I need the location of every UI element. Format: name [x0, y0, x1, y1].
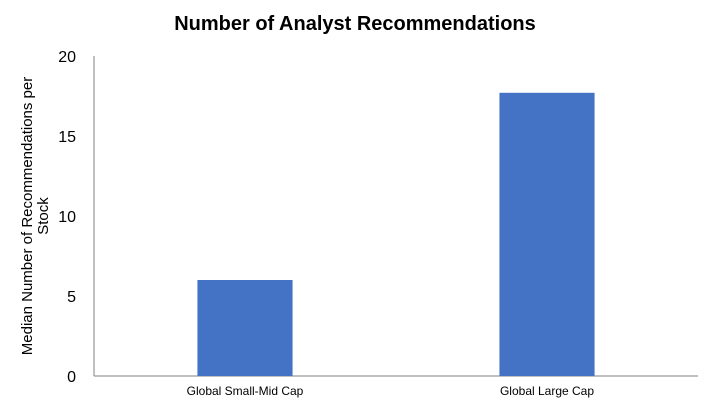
- y-axis-title: Median Number of Recommendations per Sto…: [19, 77, 52, 355]
- y-tick-labels: 0 5 10 15 20: [58, 49, 76, 386]
- y-tick-label: 10: [58, 209, 76, 226]
- y-tick-label: 0: [67, 369, 76, 386]
- y-axis-title-line-2: Stock: [35, 197, 52, 235]
- y-tick-label: 20: [58, 49, 76, 66]
- y-tick-label: 5: [67, 289, 76, 306]
- category-label: Global Large Cap: [500, 384, 594, 398]
- bar: [197, 280, 293, 376]
- chart-title: Number of Analyst Recommendations: [174, 13, 536, 35]
- y-axis-title-line-1: Median Number of Recommendations per: [19, 77, 36, 355]
- category-labels: Global Small-Mid Cap Global Large Cap: [187, 384, 595, 398]
- category-label: Global Small-Mid Cap: [187, 384, 304, 398]
- bars: [197, 92, 595, 377]
- y-tick-label: 15: [58, 129, 76, 146]
- bar: [499, 92, 595, 377]
